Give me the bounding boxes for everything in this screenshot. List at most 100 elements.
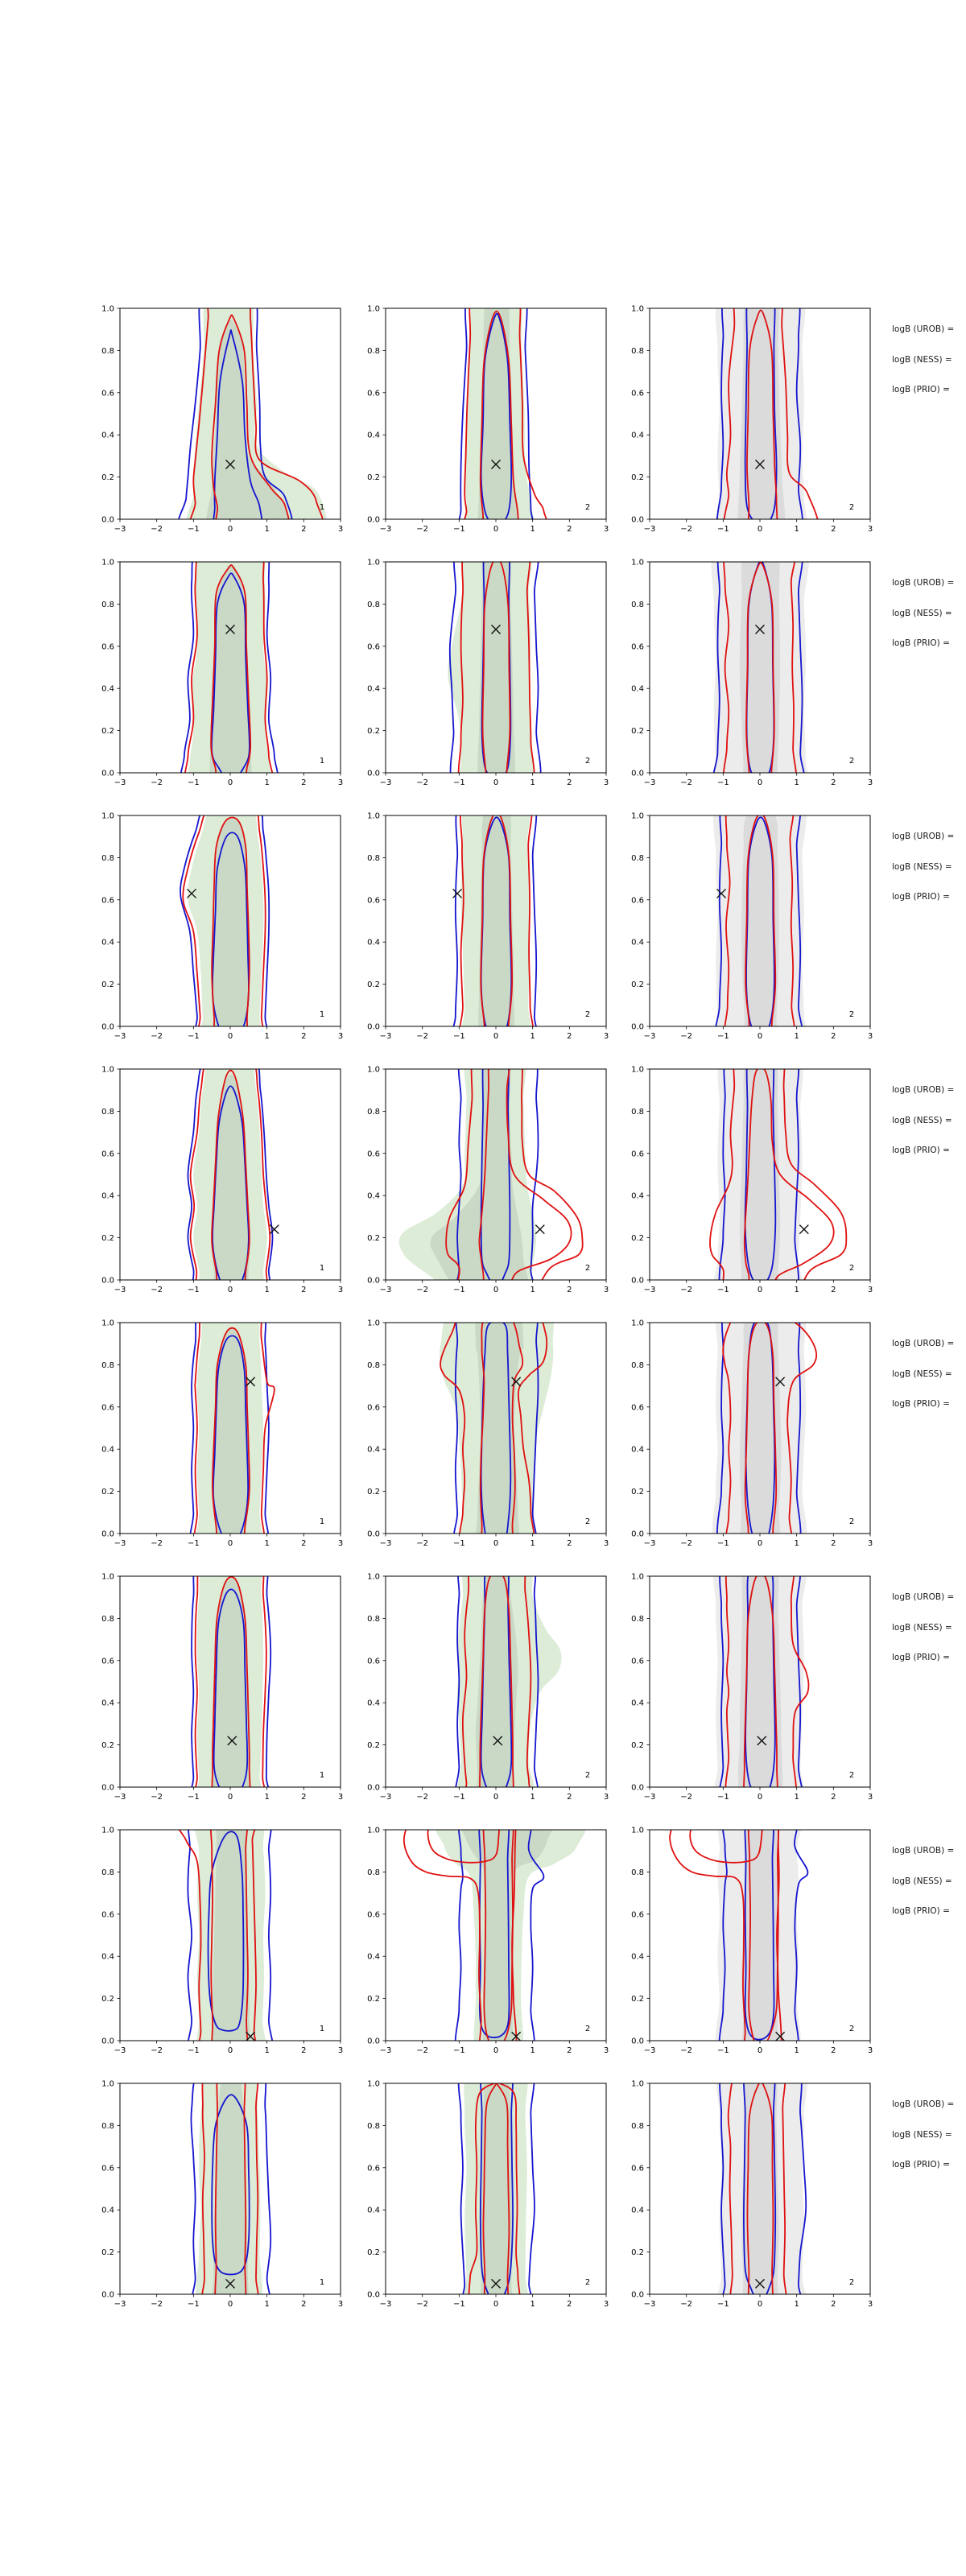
panel-r6c3: −3 −2 −1 0 1 2 3 0.0 0.2 0.4 0.6 0.8 1.0 2 [631, 1573, 873, 1802]
x-tick-label: −2 [680, 1539, 692, 1548]
x-tick-label: 0 [493, 778, 498, 787]
y-tick-label: 0.0 [101, 2037, 114, 2046]
x-tick-label: 2 [301, 2046, 306, 2055]
x-tick-label: −2 [151, 2046, 163, 2055]
x-tick-label: −1 [188, 1286, 200, 1294]
y-tick-label: 0.0 [101, 1784, 114, 1793]
y-tick-label: 0.2 [101, 1741, 114, 1750]
red-contour-line [184, 562, 274, 773]
panel-corner-label: 1 [320, 503, 324, 512]
x-tick-label: 3 [604, 1032, 609, 1041]
red-contour-line [724, 1576, 810, 1787]
red-contour-line [723, 308, 819, 519]
blue-contour-line [742, 2083, 777, 2294]
y-tick-label: 0.2 [367, 727, 380, 736]
y-tick-label: 0.4 [367, 1192, 380, 1201]
contour-group [440, 1323, 554, 1534]
contour-group [178, 308, 327, 519]
contour-group [178, 1830, 274, 2041]
x-tick-label: −3 [380, 1539, 392, 1548]
x-tick-label: 1 [264, 1793, 269, 1802]
x-tick-label: 1 [530, 1032, 535, 1041]
x-tick-label: −2 [416, 2300, 428, 2309]
blue-contour-line [719, 1576, 803, 1787]
panel-r5c1: −3 −2 −1 0 1 2 3 0.0 0.2 0.4 0.6 0.8 1.0 1 [101, 1319, 343, 1549]
x-tick-label: −2 [416, 778, 428, 787]
y-tick-label: 0.0 [631, 1023, 644, 1032]
contour-group [458, 308, 547, 519]
x-tick-label: −2 [416, 525, 428, 534]
x-tick-label: 2 [301, 778, 306, 787]
blue-contour-line [207, 1831, 245, 2032]
y-tick-label: 1.0 [631, 305, 644, 314]
y-tick-label: 0.6 [367, 1910, 380, 1919]
y-tick-label: 0.2 [631, 980, 644, 989]
y-tick-label: 0.8 [367, 854, 380, 863]
red-contour-line [209, 1830, 249, 2041]
true-value-x-marker [225, 2278, 235, 2289]
x-tick-label: −3 [380, 778, 392, 787]
y-tick-label: 1.0 [631, 559, 644, 568]
green-inner-fill-region [213, 818, 249, 1026]
red-contour-line [211, 816, 250, 1026]
panel-corner-label: 2 [849, 2025, 854, 2033]
x-tick-label: 1 [264, 525, 269, 534]
y-tick-label: 0.6 [367, 642, 380, 651]
contour-group [190, 2083, 272, 2294]
y-tick-label: 0.6 [631, 1403, 644, 1412]
x-tick-label: 2 [831, 1286, 836, 1294]
red-contour-line [211, 1576, 251, 1787]
blue-contour-line [480, 1069, 511, 1280]
red-contour-line [478, 1069, 572, 1280]
true-value-x-marker [493, 1736, 503, 1746]
gray-inner-fill-region [741, 815, 779, 1026]
contour-group [455, 1576, 562, 1787]
x-tick-label: −3 [114, 1793, 126, 1802]
red-contour-line [709, 1069, 848, 1280]
red-contour-line [724, 815, 795, 1026]
y-tick-label: 0.8 [101, 2122, 114, 2131]
blue-contour-line [452, 815, 538, 1026]
blue-contour-line [480, 1323, 512, 1534]
y-tick-label: 0.6 [367, 1403, 380, 1412]
y-tick-label: 0.4 [631, 1192, 644, 1201]
x-tick-label: 0 [758, 1539, 762, 1548]
x-tick-label: 0 [228, 1032, 233, 1041]
gray-inner-fill-region [741, 2083, 779, 2294]
red-contour-line [746, 2083, 774, 2294]
y-tick-label: 0.4 [101, 431, 114, 440]
red-contour-line [723, 562, 797, 773]
x-tick-label: 3 [868, 2300, 873, 2309]
y-tick-label: 0.4 [631, 1953, 644, 1962]
y-tick-label: 0.8 [367, 2122, 380, 2131]
y-tick-label: 0.2 [631, 1234, 644, 1243]
panel-corner-label: 1 [320, 2025, 324, 2033]
y-tick-label: 0.2 [631, 1995, 644, 2004]
panel-r3c2: −3 −2 −1 0 1 2 3 0.0 0.2 0.4 0.6 0.8 1.0 2 [367, 812, 609, 1042]
panel-r5c2: −3 −2 −1 0 1 2 3 0.0 0.2 0.4 0.6 0.8 1.0 2 [367, 1319, 609, 1549]
y-tick-label: 1.0 [367, 1573, 380, 1582]
x-tick-label: −1 [453, 778, 465, 787]
x-tick-label: −3 [380, 2300, 392, 2309]
y-tick-label: 1.0 [367, 559, 380, 568]
x-tick-label: 2 [301, 2300, 306, 2309]
y-tick-label: 0.4 [367, 939, 380, 947]
blue-contour-line [744, 1069, 777, 1280]
x-tick-label: −1 [717, 2300, 729, 2309]
y-tick-label: 0.8 [631, 1361, 644, 1370]
x-tick-label: −3 [380, 2046, 392, 2055]
red-contour-line [210, 564, 252, 773]
y-tick-label: 0.4 [367, 1446, 380, 1455]
contour-group [713, 1576, 810, 1787]
x-tick-label: 0 [493, 1539, 498, 1548]
logB-annotation-line: logB (NESS) = [892, 1622, 952, 1633]
y-tick-label: 0.8 [367, 347, 380, 356]
true-value-x-marker [491, 2278, 501, 2289]
panel-corner-label: 2 [585, 1771, 590, 1780]
green-inner-fill-region [211, 1578, 250, 1787]
red-contour-line [464, 308, 547, 519]
x-tick-label: −3 [380, 1286, 392, 1294]
gray-inner-fill-region [737, 1576, 783, 1787]
x-tick-label: 3 [868, 778, 873, 787]
red-contour-line [479, 310, 519, 519]
